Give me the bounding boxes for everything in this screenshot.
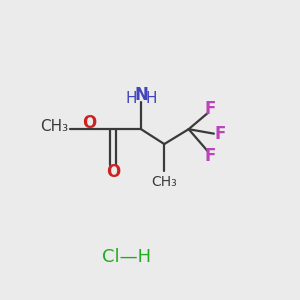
Text: CH₃: CH₃ [40,119,68,134]
Text: F: F [205,100,216,118]
Text: F: F [215,125,226,143]
Text: Cl—H: Cl—H [102,248,151,266]
Text: CH₃: CH₃ [152,175,177,189]
Text: O: O [82,114,96,132]
Text: N: N [134,86,148,104]
Text: F: F [205,147,216,165]
Text: O: O [106,163,120,181]
Text: H: H [145,92,157,106]
Text: H: H [125,92,137,106]
